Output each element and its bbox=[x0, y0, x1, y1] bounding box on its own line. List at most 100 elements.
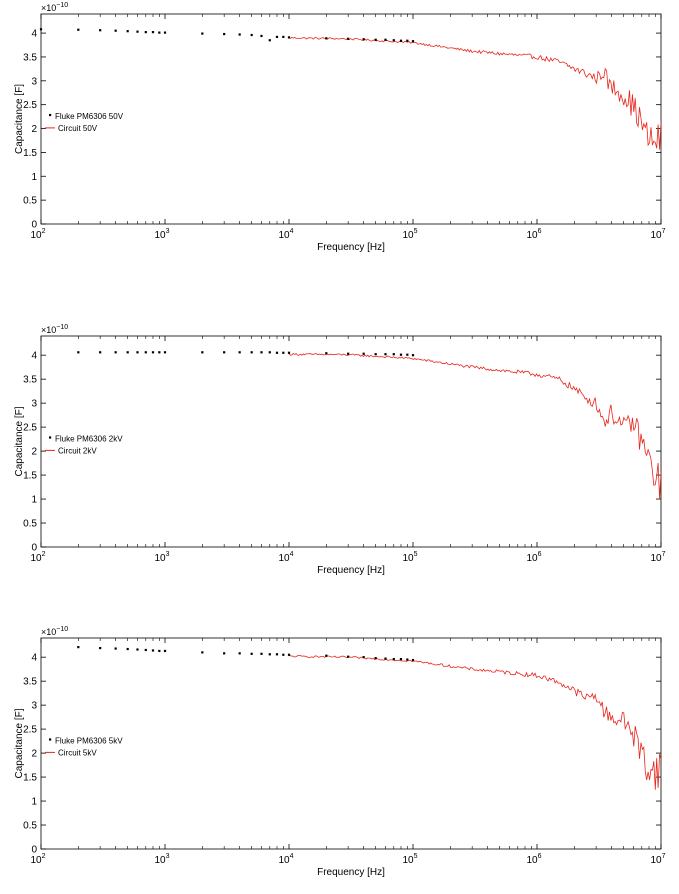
data-point bbox=[126, 351, 129, 354]
y-tick-label: 4 bbox=[31, 29, 37, 40]
y-axis-label: Capacitance [F] bbox=[14, 708, 25, 778]
legend-entry: Fluke PM6306 2kV bbox=[55, 434, 123, 443]
legend-entry: Circuit 5kV bbox=[58, 748, 97, 757]
y-axis-label: Capacitance [F] bbox=[14, 406, 25, 476]
data-point bbox=[114, 29, 117, 32]
data-point bbox=[151, 649, 155, 652]
y-multiplier-label: ×10−10 bbox=[41, 626, 68, 637]
y-tick-label: 3 bbox=[31, 399, 37, 410]
y-tick-label: 1.5 bbox=[23, 471, 37, 482]
data-point bbox=[347, 37, 350, 40]
data-point bbox=[411, 658, 415, 662]
data-point bbox=[411, 40, 415, 43]
y-tick-label: 3 bbox=[31, 701, 37, 712]
plot-frame bbox=[40, 13, 662, 225]
x-axis-label: Frequency [Hz] bbox=[317, 867, 385, 878]
data-point bbox=[362, 38, 365, 41]
y-tick-label: 3 bbox=[31, 76, 37, 87]
data-point bbox=[99, 351, 102, 354]
data-point bbox=[282, 351, 285, 354]
data-point bbox=[250, 652, 253, 655]
data-point bbox=[325, 37, 328, 40]
data-point bbox=[399, 39, 403, 42]
data-point bbox=[238, 652, 241, 655]
data-point bbox=[158, 649, 161, 653]
chart-panel-3: 102 103 104 105 106 107 0 0.5 1 1.5 2 2.5 3 3.5 4 ×10−1… bbox=[14, 626, 666, 878]
data-point bbox=[347, 352, 350, 355]
data-point bbox=[144, 648, 147, 652]
y-tick-label: 2 bbox=[31, 124, 37, 135]
legend: Fluke PM6306 5kV Circuit 5kV bbox=[45, 736, 123, 757]
data-point bbox=[136, 351, 139, 354]
x-tick-label: 102 bbox=[30, 228, 45, 241]
data-point bbox=[77, 28, 80, 31]
data-point bbox=[384, 657, 387, 660]
y-tick-label: 2.5 bbox=[23, 725, 37, 736]
y-multiplier-label: ×10−10 bbox=[41, 2, 68, 13]
data-point bbox=[144, 351, 147, 354]
data-point bbox=[411, 354, 415, 357]
data-point bbox=[163, 351, 167, 354]
x-tick-label: 104 bbox=[278, 228, 293, 241]
data-point bbox=[275, 653, 279, 656]
data-point bbox=[250, 351, 253, 354]
legend-entry: Fluke PM6306 5kV bbox=[55, 736, 123, 745]
data-point bbox=[223, 652, 226, 655]
data-point bbox=[201, 651, 204, 654]
data-point bbox=[406, 353, 409, 356]
y-tick-label: 1 bbox=[31, 495, 37, 506]
data-point bbox=[77, 351, 80, 354]
data-point bbox=[384, 38, 387, 41]
data-point bbox=[158, 31, 161, 34]
x-tick-label: 107 bbox=[650, 228, 665, 241]
y-tick-label: 0 bbox=[31, 220, 37, 231]
data-point bbox=[250, 33, 253, 37]
y-tick-label: 2.5 bbox=[23, 100, 37, 111]
y-tick-label: 2 bbox=[31, 749, 37, 760]
data-point bbox=[392, 353, 395, 356]
data-point bbox=[144, 31, 147, 34]
x-tick-label: 104 bbox=[278, 853, 293, 866]
x-tick-label: 106 bbox=[526, 551, 541, 564]
legend-marker bbox=[49, 436, 52, 439]
legend: Fluke PM6306 50V Circuit 50V bbox=[45, 112, 124, 133]
data-point bbox=[114, 647, 117, 650]
y-tick-label: 1.5 bbox=[23, 148, 37, 159]
data-point bbox=[406, 658, 409, 661]
data-point bbox=[99, 29, 102, 32]
x-tick-label: 105 bbox=[402, 853, 417, 866]
data-point bbox=[151, 351, 155, 354]
legend-marker bbox=[49, 738, 52, 741]
data-point bbox=[260, 652, 263, 655]
data-point bbox=[238, 33, 241, 36]
data-point bbox=[126, 647, 129, 651]
data-point bbox=[384, 353, 387, 356]
data-point bbox=[325, 352, 328, 355]
data-point bbox=[347, 655, 350, 658]
plot-frame bbox=[40, 637, 662, 850]
x-tick-label: 102 bbox=[30, 853, 45, 866]
y-tick-label: 0 bbox=[31, 543, 37, 554]
data-point bbox=[399, 658, 403, 661]
chart-panel-1: 102 103 104 105 106 107 0 0.5 1 1.5 2 2.5 3 3.5 4 ×10−1… bbox=[14, 2, 666, 253]
data-point bbox=[268, 351, 271, 354]
y-tick-label: 3.5 bbox=[23, 52, 37, 63]
y-tick-label: 4 bbox=[31, 653, 37, 664]
chart-panel-2: 102 103 104 105 106 107 0 0.5 1 1.5 2 2.5 3 3.5 4 ×10−1… bbox=[14, 324, 666, 576]
data-point bbox=[374, 353, 377, 356]
legend-entry: Fluke PM6306 50V bbox=[55, 112, 124, 121]
data-point bbox=[201, 32, 204, 35]
data-point bbox=[136, 30, 139, 33]
data-point bbox=[399, 353, 403, 356]
data-point bbox=[260, 351, 263, 354]
data-point bbox=[260, 34, 263, 38]
data-point bbox=[77, 646, 80, 649]
y-tick-label: 4 bbox=[31, 351, 37, 362]
x-tick-label: 105 bbox=[402, 228, 417, 241]
series-line bbox=[289, 655, 661, 790]
data-point bbox=[287, 351, 291, 354]
data-point bbox=[287, 36, 291, 39]
data-point bbox=[275, 351, 279, 354]
x-tick-label: 106 bbox=[526, 853, 541, 866]
